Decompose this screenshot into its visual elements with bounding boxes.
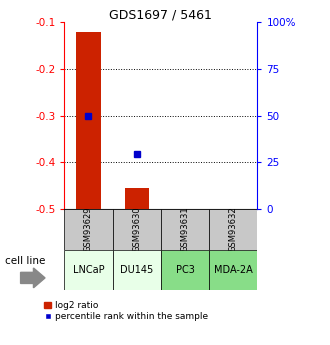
Text: DU145: DU145 — [120, 265, 153, 275]
Bar — [161, 250, 209, 290]
Text: GSM93631: GSM93631 — [181, 207, 189, 252]
Bar — [113, 209, 161, 250]
Bar — [209, 250, 257, 290]
Text: MDA-2A: MDA-2A — [214, 265, 253, 275]
Bar — [161, 209, 209, 250]
Bar — [125, 188, 149, 209]
FancyArrow shape — [20, 268, 45, 288]
Text: cell line: cell line — [5, 256, 46, 266]
Bar — [77, 32, 101, 209]
Text: PC3: PC3 — [176, 265, 194, 275]
Text: GSM93632: GSM93632 — [229, 207, 238, 252]
Text: LNCaP: LNCaP — [73, 265, 104, 275]
Text: GSM93629: GSM93629 — [84, 207, 93, 252]
Bar — [64, 209, 113, 250]
Bar — [113, 250, 161, 290]
Bar — [209, 209, 257, 250]
Legend: log2 ratio, percentile rank within the sample: log2 ratio, percentile rank within the s… — [44, 301, 208, 322]
Bar — [64, 250, 113, 290]
Text: GSM93630: GSM93630 — [132, 207, 141, 252]
Title: GDS1697 / 5461: GDS1697 / 5461 — [110, 8, 212, 21]
